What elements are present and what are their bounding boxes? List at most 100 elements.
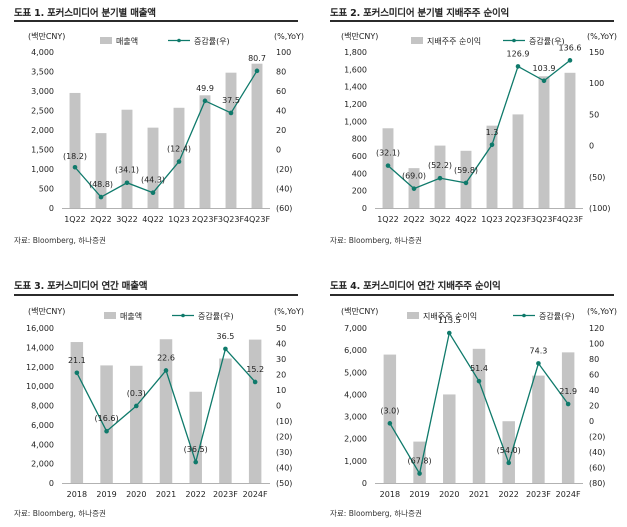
- left-tick-label: 1,000: [344, 117, 367, 126]
- left-tick-label: 6,000: [31, 421, 54, 430]
- data-label: (34.1): [115, 166, 139, 175]
- right-axis-unit: (%,YoY): [587, 307, 617, 316]
- line-point: [536, 361, 541, 366]
- left-tick-label: 800: [352, 135, 367, 144]
- line-point: [124, 180, 130, 186]
- line-point: [506, 460, 512, 466]
- category-label: 2Q22: [90, 215, 112, 224]
- line-series: [74, 70, 258, 198]
- bar: [147, 127, 159, 208]
- legend-bar-swatch: [407, 312, 419, 319]
- line-point: [228, 110, 234, 116]
- bar: [382, 128, 394, 208]
- category-label: 2018: [380, 490, 400, 499]
- bar: [564, 72, 576, 208]
- category-label: 2Q23F: [192, 215, 219, 224]
- left-tick-label: 5,000: [344, 368, 367, 377]
- bar: [69, 92, 81, 208]
- line-point: [463, 180, 469, 186]
- line-point: [411, 186, 417, 191]
- data-label: (59.8): [454, 166, 478, 175]
- right-tick-label: (30): [276, 448, 292, 457]
- category-label: 2024F: [556, 490, 581, 499]
- line-point: [193, 459, 199, 465]
- right-tick-label: 80: [589, 355, 599, 364]
- bar: [121, 109, 133, 208]
- right-tick-label: 50: [589, 110, 599, 119]
- category-label: 2024F: [243, 490, 268, 499]
- right-tick-label: 0: [276, 402, 281, 411]
- chart-source: 자료: Bloomberg, 하나증권: [330, 509, 422, 518]
- bar: [538, 76, 550, 209]
- category-label: 2Q23F: [505, 215, 532, 224]
- right-tick-label: 60: [589, 371, 599, 380]
- left-tick-label: 4,000: [344, 390, 367, 399]
- right-tick-label: 40: [276, 340, 286, 349]
- left-tick-label: 3,000: [31, 87, 54, 96]
- bar: [532, 375, 545, 483]
- title-rule: [14, 20, 298, 22]
- right-tick-label: (20): [276, 433, 292, 442]
- line-point: [252, 379, 258, 385]
- right-tick-label: (60): [589, 464, 605, 473]
- category-label: 3Q23F: [218, 215, 245, 224]
- right-tick-label: 10: [276, 386, 286, 395]
- data-label: 21.9: [559, 387, 577, 396]
- line-point: [74, 370, 80, 376]
- right-tick-label: 0: [589, 142, 594, 151]
- bar: [502, 421, 515, 483]
- bar: [383, 354, 397, 483]
- data-label: 103.9: [533, 64, 556, 73]
- bar: [443, 394, 456, 483]
- left-axis-unit: (백만CNY): [28, 31, 65, 41]
- data-label: 113.5: [438, 316, 461, 325]
- data-label: 51.4: [470, 364, 488, 373]
- left-tick-label: 2,500: [31, 107, 54, 116]
- chart-source: 자료: Bloomberg, 하나증권: [14, 509, 106, 518]
- right-tick-label: 100: [589, 79, 604, 88]
- bar: [251, 63, 263, 209]
- data-label: (44.3): [141, 176, 165, 185]
- category-label: 1Q23: [481, 215, 503, 224]
- chart-panel-3: 도표 3. 포커스미디어 연간 매출액 (백만CNY) (%,YoY) 매출액 증감률…: [0, 272, 313, 527]
- left-tick-label: 1,500: [31, 146, 54, 155]
- data-label: 80.7: [248, 54, 266, 63]
- line-point: [176, 159, 182, 164]
- legend-line-marker: [177, 38, 181, 43]
- data-label: 74.3: [530, 346, 548, 355]
- category-label: 4Q23F: [557, 215, 584, 224]
- category-label: 2022: [499, 490, 519, 499]
- right-tick-label: (80): [589, 479, 605, 488]
- line-point: [254, 68, 260, 74]
- line-point: [385, 163, 391, 168]
- left-tick-label: 6,000: [344, 346, 367, 355]
- bar: [189, 391, 202, 483]
- category-label: 2019: [96, 490, 116, 499]
- category-label: 3Q22: [116, 215, 138, 224]
- data-label: 22.6: [157, 353, 175, 362]
- left-tick-label: 14,000: [26, 343, 54, 352]
- bar: [219, 358, 232, 483]
- bar: [95, 133, 107, 208]
- line-point: [202, 98, 208, 104]
- bar: [486, 125, 498, 208]
- left-tick-label: 0: [362, 479, 367, 488]
- left-tick-label: 1,000: [344, 457, 367, 466]
- left-tick-label: 2,000: [31, 126, 54, 135]
- left-tick-label: 0: [49, 479, 54, 488]
- data-label: (12.4): [167, 145, 191, 154]
- category-label: 2023F: [213, 490, 238, 499]
- bar: [100, 365, 113, 483]
- left-tick-label: 8,000: [31, 402, 54, 411]
- left-tick-label: 2,000: [344, 435, 367, 444]
- line-point: [567, 58, 573, 63]
- right-tick-label: 20: [276, 126, 286, 135]
- data-label: 136.6: [559, 43, 582, 52]
- category-label: 4Q23F: [244, 215, 271, 224]
- line-point: [515, 64, 521, 69]
- bar: [561, 352, 575, 483]
- left-tick-label: 4,000: [31, 440, 54, 449]
- legend-line-marker: [512, 38, 516, 43]
- left-tick-label: 1,000: [31, 165, 54, 174]
- left-tick-label: 600: [352, 152, 367, 161]
